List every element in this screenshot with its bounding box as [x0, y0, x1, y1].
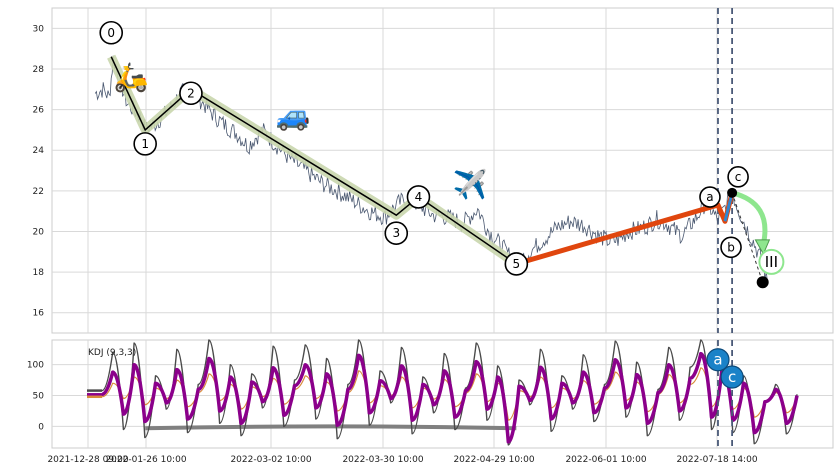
kdj-series: [87, 339, 799, 446]
kdj-y-tick-label: 50: [33, 392, 45, 402]
correction-label: b: [727, 240, 735, 254]
wave-line: [110, 56, 517, 265]
x-tick-label: 2022-03-30 10:00: [342, 455, 423, 465]
price-series: [94, 55, 768, 283]
price-y-tick-label: 30: [33, 24, 45, 34]
forecast-label: III: [765, 253, 778, 271]
wave-label: 3: [392, 226, 400, 240]
forecast-arrowhead: [754, 239, 771, 256]
wave-path: [107, 54, 519, 268]
correction-label: c: [735, 170, 742, 184]
x-tick-label: 2022-07-18 14:00: [676, 455, 757, 465]
kdj-marker-label: c: [728, 368, 736, 386]
kdj-markers: ac: [706, 348, 744, 389]
x-tick-label: 2022-03-02 10:00: [230, 455, 311, 465]
price-line: [94, 55, 768, 283]
x-tick-label: 2022-04-29 10:00: [453, 455, 534, 465]
kdj-y-tick-label: 100: [27, 361, 44, 371]
wave-label-circle: [384, 221, 409, 245]
correction-label: a: [706, 190, 713, 204]
wave-label: 4: [415, 190, 423, 204]
price-y-tick-label: 18: [33, 268, 45, 278]
wave-label: 2: [187, 86, 195, 100]
correction-end-dot: [727, 187, 738, 198]
correction-label-circle: [720, 236, 742, 259]
kdj-marker-circle: [706, 348, 730, 372]
price-plot-area: [51, 7, 834, 334]
wave-icons: 🛵 🚙 ✈️: [114, 61, 488, 202]
price-y-tick-label: 20: [33, 227, 45, 237]
price-y-ticks: 16 18 20 22 24 26 28 30: [33, 24, 45, 318]
kdj-line-K: [101, 351, 799, 444]
kdj-title: KDJ (9,3,3): [88, 348, 136, 358]
correction-label-circle: [727, 166, 749, 188]
wave-labels: 0 1 2 3 4 5 a b c: [99, 20, 749, 276]
kdj-line-J: [101, 339, 798, 446]
wave-label-circle: [406, 185, 431, 209]
kdj-y-ticks: 0 50 100: [27, 361, 44, 433]
kdj-vertical-marker-lines: [717, 340, 734, 448]
x-tick-label: 2021-12-28 09:00: [47, 455, 128, 465]
scooter-icon: 🛵: [114, 61, 149, 94]
price-y-tick-label: 26: [33, 106, 45, 116]
wave-label-circle: [179, 81, 203, 106]
kdj-marker-circle: [720, 365, 744, 389]
kdj-panel: 0 50 100 ac KDJ (9,3,3): [27, 339, 834, 449]
price-y-tick-label: 24: [33, 146, 45, 156]
forecast-target-dot: [756, 276, 769, 289]
wave-label-circle: [133, 132, 157, 156]
forecast-label-circle: [758, 248, 785, 275]
wave-label: 5: [513, 257, 521, 271]
airplane-icon: ✈️: [453, 167, 488, 201]
price-y-tick-label: 16: [33, 309, 45, 319]
kdj-y-tick-label: 0: [38, 422, 44, 432]
wave-label: 0: [107, 26, 115, 40]
price-y-tick-label: 28: [33, 65, 45, 75]
wave-label: 1: [141, 137, 149, 151]
forecast-guide: [731, 192, 764, 283]
x-tick-label: 2022-06-01 10:00: [565, 455, 646, 465]
kdj-marker-label: a: [713, 351, 722, 369]
x-tick-label: 2022-01-26 10:00: [105, 455, 186, 465]
forecast-arc: [731, 190, 768, 245]
forecast-arrow: III: [727, 187, 785, 289]
wave-label-circle: [99, 20, 124, 45]
correction-label-circle: [699, 186, 721, 208]
price-panel: 16 18 20 22 24 26 28 30 III 0 1 2 3 4 5 a b c 🛵 🚙 ✈️: [33, 7, 834, 334]
kdj-trendline: [145, 424, 517, 431]
car-icon: 🚙: [276, 99, 311, 132]
wave-label-circle: [504, 252, 529, 276]
price-y-tick-label: 22: [33, 187, 44, 197]
kdj-trendline-path: [145, 424, 517, 431]
